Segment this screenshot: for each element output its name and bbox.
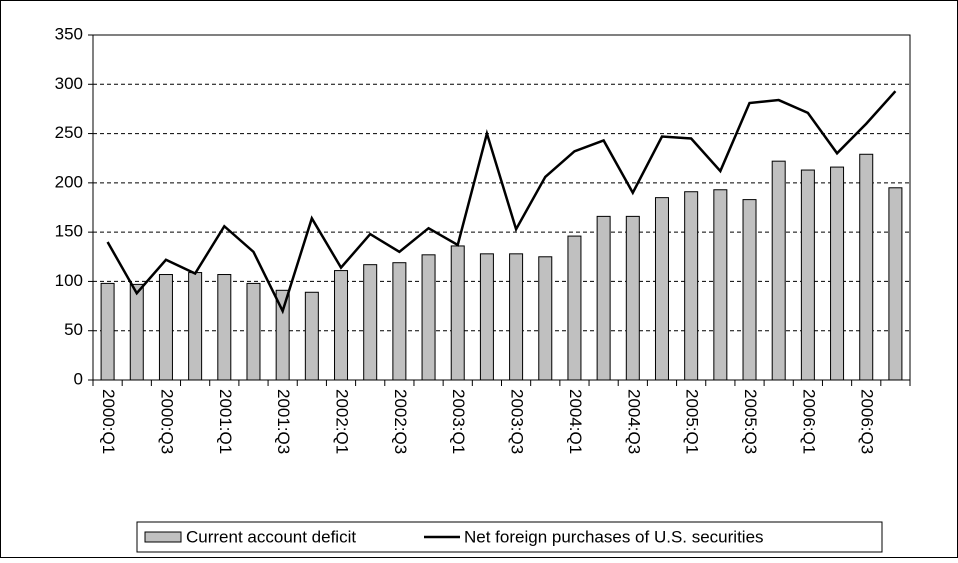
x-tick-label: 2000:Q3 <box>157 389 176 454</box>
x-tick-label: 2001:Q1 <box>216 389 235 454</box>
legend-box <box>136 521 883 553</box>
bar <box>392 262 407 381</box>
bar <box>654 197 669 381</box>
y-tick-label: 200 <box>55 172 83 191</box>
x-tick-label: 2000:Q1 <box>99 389 118 454</box>
bar <box>129 283 144 381</box>
x-tick-label: 2005:Q1 <box>683 389 702 454</box>
bar <box>450 245 465 381</box>
plot-border <box>92 34 911 381</box>
x-tick-label: 2005:Q3 <box>741 389 760 454</box>
y-tick-label: 0 <box>74 369 83 388</box>
x-tick-label: 2003:Q3 <box>508 389 527 454</box>
legend-label: Current account deficit <box>186 527 356 546</box>
bar <box>363 264 378 381</box>
x-tick-label: 2002:Q1 <box>333 389 352 454</box>
bar <box>421 254 436 381</box>
line <box>106 90 897 315</box>
y-tick-label: 250 <box>55 123 83 142</box>
bar <box>334 270 349 381</box>
y-tick-label: 100 <box>55 271 83 290</box>
legend-label: Net foreign purchases of U.S. securities <box>464 527 764 546</box>
bar <box>888 187 903 381</box>
x-tick-label: 2004:Q3 <box>624 389 643 454</box>
legend: Current account deficit Net foreign purch… <box>136 521 883 553</box>
bar <box>100 282 115 381</box>
bar <box>684 191 699 381</box>
bar <box>800 169 815 381</box>
bar <box>567 235 582 381</box>
x-tick-label: 2006:Q1 <box>799 389 818 454</box>
bar <box>830 166 845 381</box>
x-tick-label: 2002:Q3 <box>391 389 410 454</box>
y-tick-label: 50 <box>64 320 83 339</box>
bar <box>713 189 728 381</box>
y-tick-label: 300 <box>55 74 83 93</box>
bar <box>742 199 757 381</box>
bar <box>188 272 203 381</box>
bar <box>479 253 494 381</box>
bar <box>246 282 261 381</box>
x-tick-label: 2004:Q1 <box>566 389 585 454</box>
bar <box>625 215 640 381</box>
legend-swatch <box>144 531 182 543</box>
x-tick-label: 2001:Q3 <box>274 389 293 454</box>
bar <box>217 274 232 381</box>
bar <box>859 153 874 381</box>
bar <box>304 291 319 381</box>
y-tick-label: 150 <box>55 222 83 241</box>
bar <box>771 160 786 381</box>
bar <box>509 253 524 381</box>
x-tick-label: 2003:Q1 <box>449 389 468 454</box>
bar <box>158 274 173 381</box>
bar <box>596 215 611 381</box>
bar <box>538 256 553 381</box>
x-tick-label: 2006:Q3 <box>858 389 877 454</box>
y-tick-label: 350 <box>55 24 83 43</box>
